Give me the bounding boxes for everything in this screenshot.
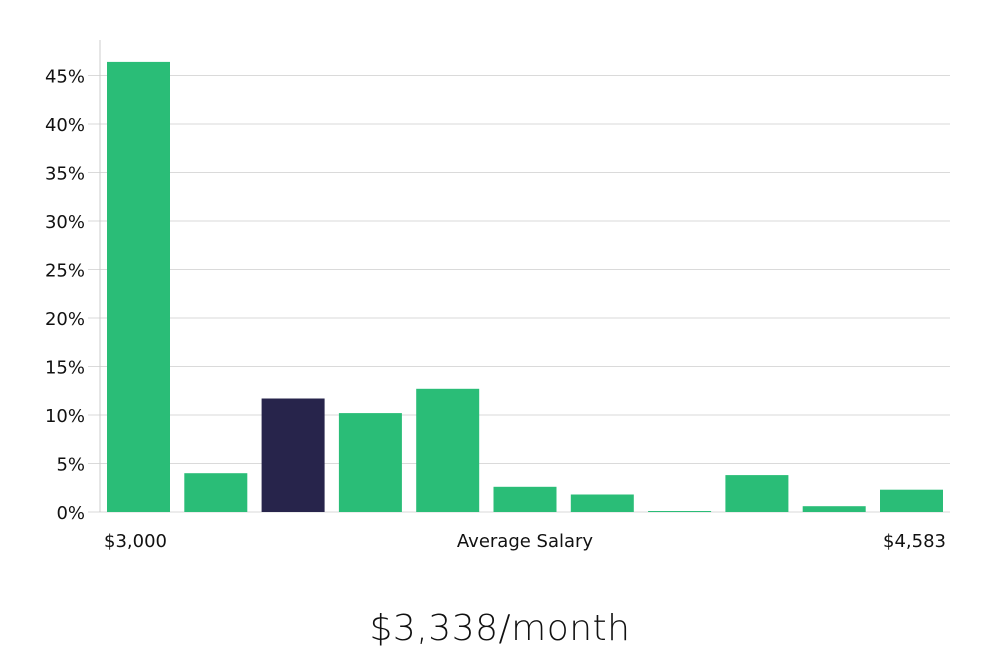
- y-tick-label: 45%: [45, 67, 85, 88]
- y-tick-label: 40%: [45, 115, 85, 136]
- bar-highlighted: [261, 398, 325, 512]
- x-max-label: $4,583: [883, 531, 946, 552]
- bar: [107, 61, 170, 513]
- bar: [338, 413, 402, 512]
- bars: [107, 61, 943, 513]
- y-tick-label: 25%: [45, 261, 85, 282]
- y-tick-label: 30%: [45, 212, 85, 233]
- bar: [493, 486, 557, 512]
- y-tick-label: 10%: [45, 406, 85, 427]
- y-tick-label: 5%: [56, 455, 85, 476]
- y-tick-label: 0%: [56, 503, 85, 524]
- bar: [880, 489, 943, 512]
- y-axis-ticks: 0% 5% 10% 15% 20% 25% 30% 35% 40% 45%: [45, 67, 85, 525]
- x-min-label: $3,000: [104, 531, 167, 552]
- x-axis-title: Average Salary: [457, 531, 594, 552]
- grid-lines: [88, 75, 950, 513]
- bar: [416, 388, 480, 512]
- average-salary-headline: $3,338/month: [369, 608, 631, 649]
- salary-histogram: 0% 5% 10% 15% 20% 25% 30% 35% 40% 45% $3,000 Aver…: [45, 40, 950, 552]
- y-tick-label: 20%: [45, 309, 85, 330]
- bar: [184, 473, 248, 512]
- y-tick-label: 15%: [45, 358, 85, 379]
- bar: [802, 506, 866, 512]
- y-tick-label: 35%: [45, 164, 85, 185]
- bar: [725, 475, 789, 512]
- bar: [570, 494, 634, 512]
- bar: [648, 511, 712, 512]
